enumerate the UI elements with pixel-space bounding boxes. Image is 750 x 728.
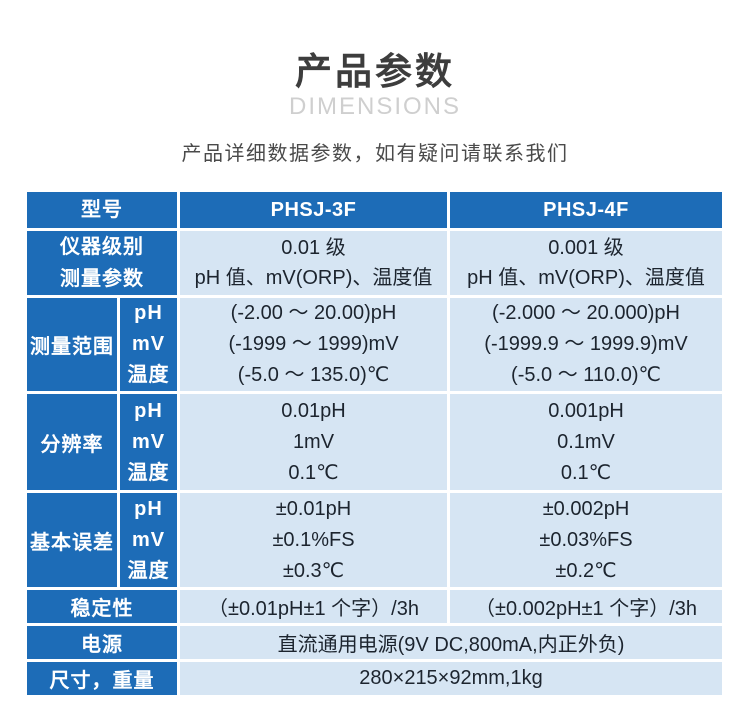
- corner-cell-level-params: 仪器级别 测量参数: [27, 231, 177, 295]
- group-sublabels-measuring-range: pH mV 温度: [120, 298, 177, 391]
- sublabel-temp: 温度: [127, 461, 170, 484]
- sublabel-ph: pH: [134, 399, 163, 422]
- resolution-ph: 0.01pH: [281, 399, 346, 422]
- sublabel-mv: mV: [131, 528, 166, 551]
- resolution-values-phsj-4f: 0.001pH 0.1mV 0.1℃: [450, 394, 722, 490]
- error-mv: ±0.1%FS: [272, 528, 355, 551]
- group-label-basic-error: 基本误差: [27, 493, 117, 587]
- corner-line-level: 仪器级别: [60, 236, 144, 258]
- error-temp: ±0.3℃: [282, 559, 345, 582]
- sublabel-temp: 温度: [127, 559, 170, 582]
- page-title: 产品参数: [295, 51, 455, 92]
- corner-line-params: 测量参数: [60, 268, 144, 290]
- stability-value-phsj-3f: （±0.01pH±1 个字）/3h: [180, 590, 447, 623]
- sublabel-ph: pH: [134, 302, 163, 324]
- model-header-phsj-4f: PHSJ-4F: [450, 192, 722, 228]
- group-sublabels-basic-error: pH mV 温度: [120, 493, 177, 587]
- range-values-phsj-4f: (-2.000 ～ 20.000)pH (-1999.9 ～ 1999.9)mV…: [450, 298, 722, 391]
- stability-value-phsj-4f: （±0.002pH±1 个字）/3h: [450, 590, 722, 623]
- spec-level: 0.01 级: [281, 237, 346, 259]
- size-weight-value: 280×215×92mm,1kg: [180, 662, 722, 695]
- row-label-size-weight: 尺寸，重量: [27, 662, 177, 695]
- page-subtitle-en: DIMENSIONS: [288, 93, 461, 120]
- spec-table: 型号 PHSJ-3F PHSJ-4F 仪器级别 测量参数 0.01 级 pH 值…: [27, 192, 722, 695]
- range-temp: (-5.0 ～ 135.0)℃: [237, 364, 390, 386]
- sublabel-mv: mV: [131, 333, 166, 355]
- corner-line-model: 型号: [81, 199, 123, 221]
- group-sublabels-resolution: pH mV 温度: [120, 394, 177, 490]
- resolution-mv: 1mV: [292, 430, 335, 453]
- range-mv: (-1999.9 ～ 1999.9)mV: [484, 333, 688, 355]
- range-temp: (-5.0 ～ 110.0)℃: [511, 364, 661, 386]
- sublabel-temp: 温度: [127, 364, 170, 386]
- resolution-ph: 0.001pH: [548, 399, 624, 422]
- group-label-measuring-range: 测量范围: [27, 298, 117, 391]
- error-temp: ±0.2℃: [555, 559, 617, 582]
- sublabel-ph: pH: [134, 497, 163, 520]
- spec-level: 0.001 级: [548, 237, 624, 259]
- spec-cell-phsj-4f: 0.001 级 pH 值、mV(ORP)、温度值: [450, 231, 722, 295]
- row-label-power: 电源: [27, 626, 177, 659]
- spec-params: pH 值、mV(ORP)、温度值: [194, 267, 433, 289]
- model-header-phsj-3f: PHSJ-3F: [180, 192, 447, 228]
- resolution-values-phsj-3f: 0.01pH 1mV 0.1℃: [180, 394, 447, 490]
- error-values-phsj-3f: ±0.01pH ±0.1%FS ±0.3℃: [180, 493, 447, 587]
- corner-cell-model-label: 型号: [27, 192, 177, 228]
- row-label-stability: 稳定性: [27, 590, 177, 623]
- group-label-resolution: 分辨率: [27, 394, 117, 490]
- range-values-phsj-3f: (-2.00 ～ 20.00)pH (-1999 ～ 1999)mV (-5.0…: [180, 298, 447, 391]
- resolution-temp: 0.1℃: [560, 461, 612, 484]
- sublabel-mv: mV: [131, 430, 166, 453]
- range-ph: (-2.000 ～ 20.000)pH: [492, 302, 680, 324]
- resolution-temp: 0.1℃: [288, 461, 339, 484]
- error-values-phsj-4f: ±0.002pH ±0.03%FS ±0.2℃: [450, 493, 722, 587]
- error-mv: ±0.03%FS: [539, 528, 633, 551]
- range-ph: (-2.00 ～ 20.00)pH: [230, 302, 397, 324]
- spec-params: pH 值、mV(ORP)、温度值: [467, 267, 705, 289]
- resolution-mv: 0.1mV: [557, 430, 615, 453]
- power-value: 直流通用电源(9V DC,800mA,内正外负): [180, 626, 722, 659]
- spec-cell-phsj-3f: 0.01 级 pH 值、mV(ORP)、温度值: [180, 231, 447, 295]
- error-ph: ±0.01pH: [275, 497, 352, 520]
- range-mv: (-1999 ～ 1999)mV: [228, 333, 399, 355]
- error-ph: ±0.002pH: [542, 497, 630, 520]
- page-note: 产品详细数据参数，如有疑问请联系我们: [181, 143, 569, 165]
- title-block: 产品参数 DIMENSIONS 产品详细数据参数，如有疑问请联系我们: [0, 0, 750, 166]
